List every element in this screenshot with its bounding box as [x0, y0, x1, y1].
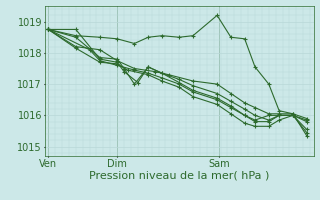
X-axis label: Pression niveau de la mer( hPa ): Pression niveau de la mer( hPa )	[89, 170, 269, 180]
